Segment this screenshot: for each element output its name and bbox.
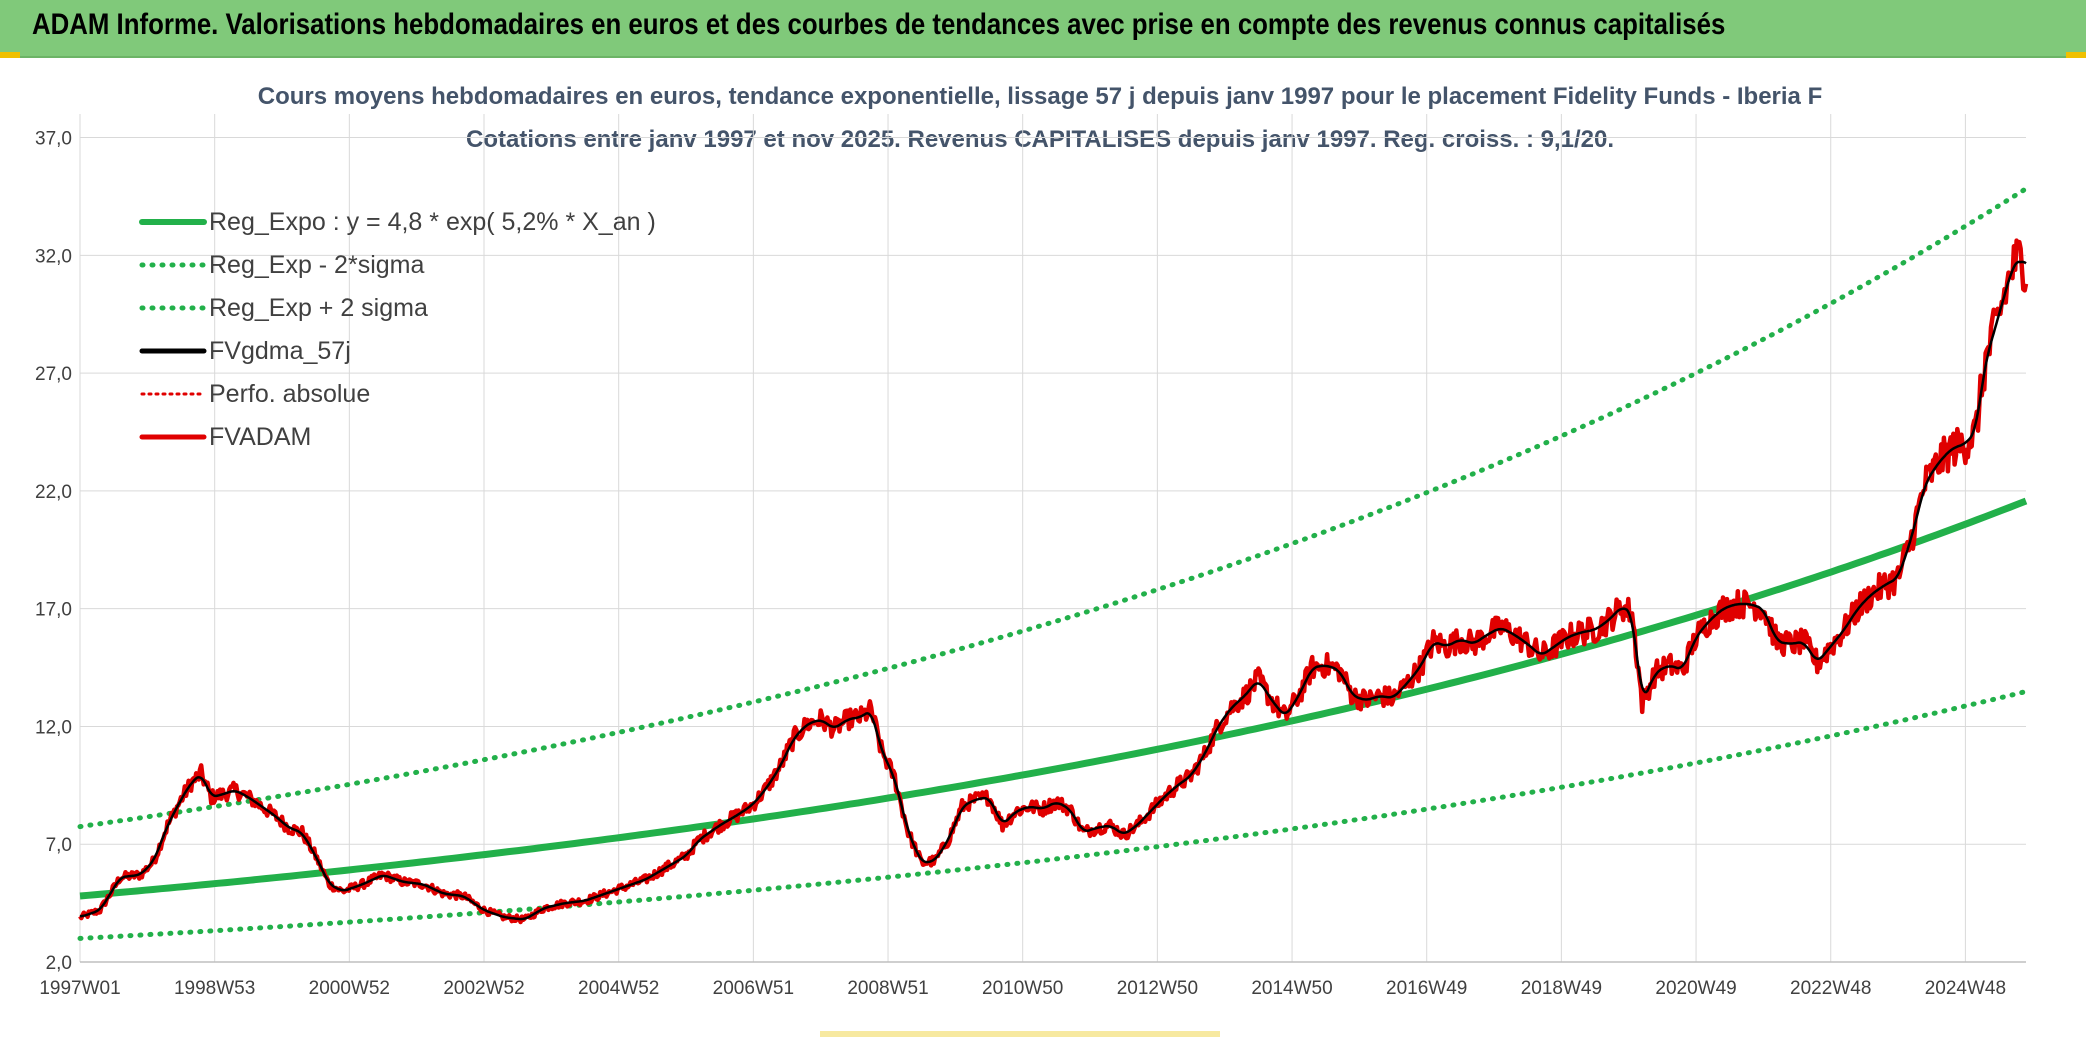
- x-tick-label: 2006W51: [713, 978, 794, 999]
- corner-marker-left: [0, 52, 20, 58]
- chart-container: Cours moyens hebdomadaires en euros, ten…: [0, 58, 2086, 1037]
- series-lines: [77, 186, 2029, 941]
- x-tick-label: 2004W52: [578, 978, 659, 999]
- corner-marker-right: [2066, 52, 2086, 58]
- y-tick-label: 32,0: [35, 246, 72, 267]
- x-tick-label: 2014W50: [1251, 978, 1332, 999]
- x-tick-label: 2002W52: [443, 978, 524, 999]
- plot-background: [0, 58, 2086, 1033]
- chart-title-line-1: Cours moyens hebdomadaires en euros, ten…: [258, 83, 1822, 110]
- y-tick-label: 7,0: [46, 835, 72, 856]
- legend: Reg_Expo : y = 4,8 * exp( 5,2% * X_an ) R…: [139, 208, 656, 451]
- x-tick-label: 2018W49: [1521, 978, 1602, 999]
- x-tick-label: 1998W53: [174, 978, 255, 999]
- y-tick-label: 2,0: [46, 953, 72, 974]
- report-banner: ADAM Informe. Valorisations hebdomadaire…: [0, 0, 2086, 58]
- x-tick-label: 2000W52: [309, 978, 390, 999]
- series-reg-exp-plus-2sigma: [77, 186, 2029, 830]
- y-axis-ticks: 2,0 7,0 12,0 17,0 22,0 27,0 32,0 37,0: [35, 129, 72, 974]
- x-tick-label: 2022W48: [1790, 978, 1871, 999]
- x-tick-label: 2020W49: [1655, 978, 1736, 999]
- gridlines: [79, 114, 2026, 963]
- legend-label: Perfo. absolue: [209, 380, 370, 408]
- y-tick-label: 37,0: [35, 129, 72, 150]
- x-tick-label: 2008W51: [847, 978, 928, 999]
- legend-label: Reg_Exp + 2 sigma: [209, 294, 428, 322]
- y-tick-label: 17,0: [35, 600, 72, 621]
- y-tick-label: 22,0: [35, 482, 72, 503]
- legend-label: Reg_Expo : y = 4,8 * exp( 5,2% * X_an ): [209, 208, 656, 236]
- y-tick-label: 12,0: [35, 717, 72, 738]
- x-tick-label: 2016W49: [1386, 978, 1467, 999]
- legend-label: FVADAM: [209, 423, 311, 451]
- bottom-strip: [820, 1031, 1220, 1037]
- x-tick-label: 2012W50: [1117, 978, 1198, 999]
- trend-chart: Cours moyens hebdomadaires en euros, ten…: [0, 58, 2086, 1033]
- x-tick-label: 2024W48: [1925, 978, 2006, 999]
- series-reg-exp-minus-2sigma: [77, 689, 2029, 941]
- legend-label: FVgdma_57j: [209, 337, 351, 365]
- x-tick-label: 2010W50: [982, 978, 1063, 999]
- series-reg-expo: [79, 497, 2028, 900]
- series-fvgdma-57j: [79, 260, 2027, 921]
- report-title: ADAM Informe. Valorisations hebdomadaire…: [32, 8, 1726, 41]
- x-axis-ticks: 1997W01 1998W53 2000W52 2002W52 2004W52 2006W…: [39, 978, 2006, 999]
- x-tick-label: 1997W01: [39, 978, 120, 999]
- legend-label: Reg_Exp - 2*sigma: [209, 251, 424, 279]
- y-tick-label: 27,0: [35, 364, 72, 385]
- chart-title-line-2: Cotations entre janv 1997 et nov 2025. R…: [466, 126, 1614, 153]
